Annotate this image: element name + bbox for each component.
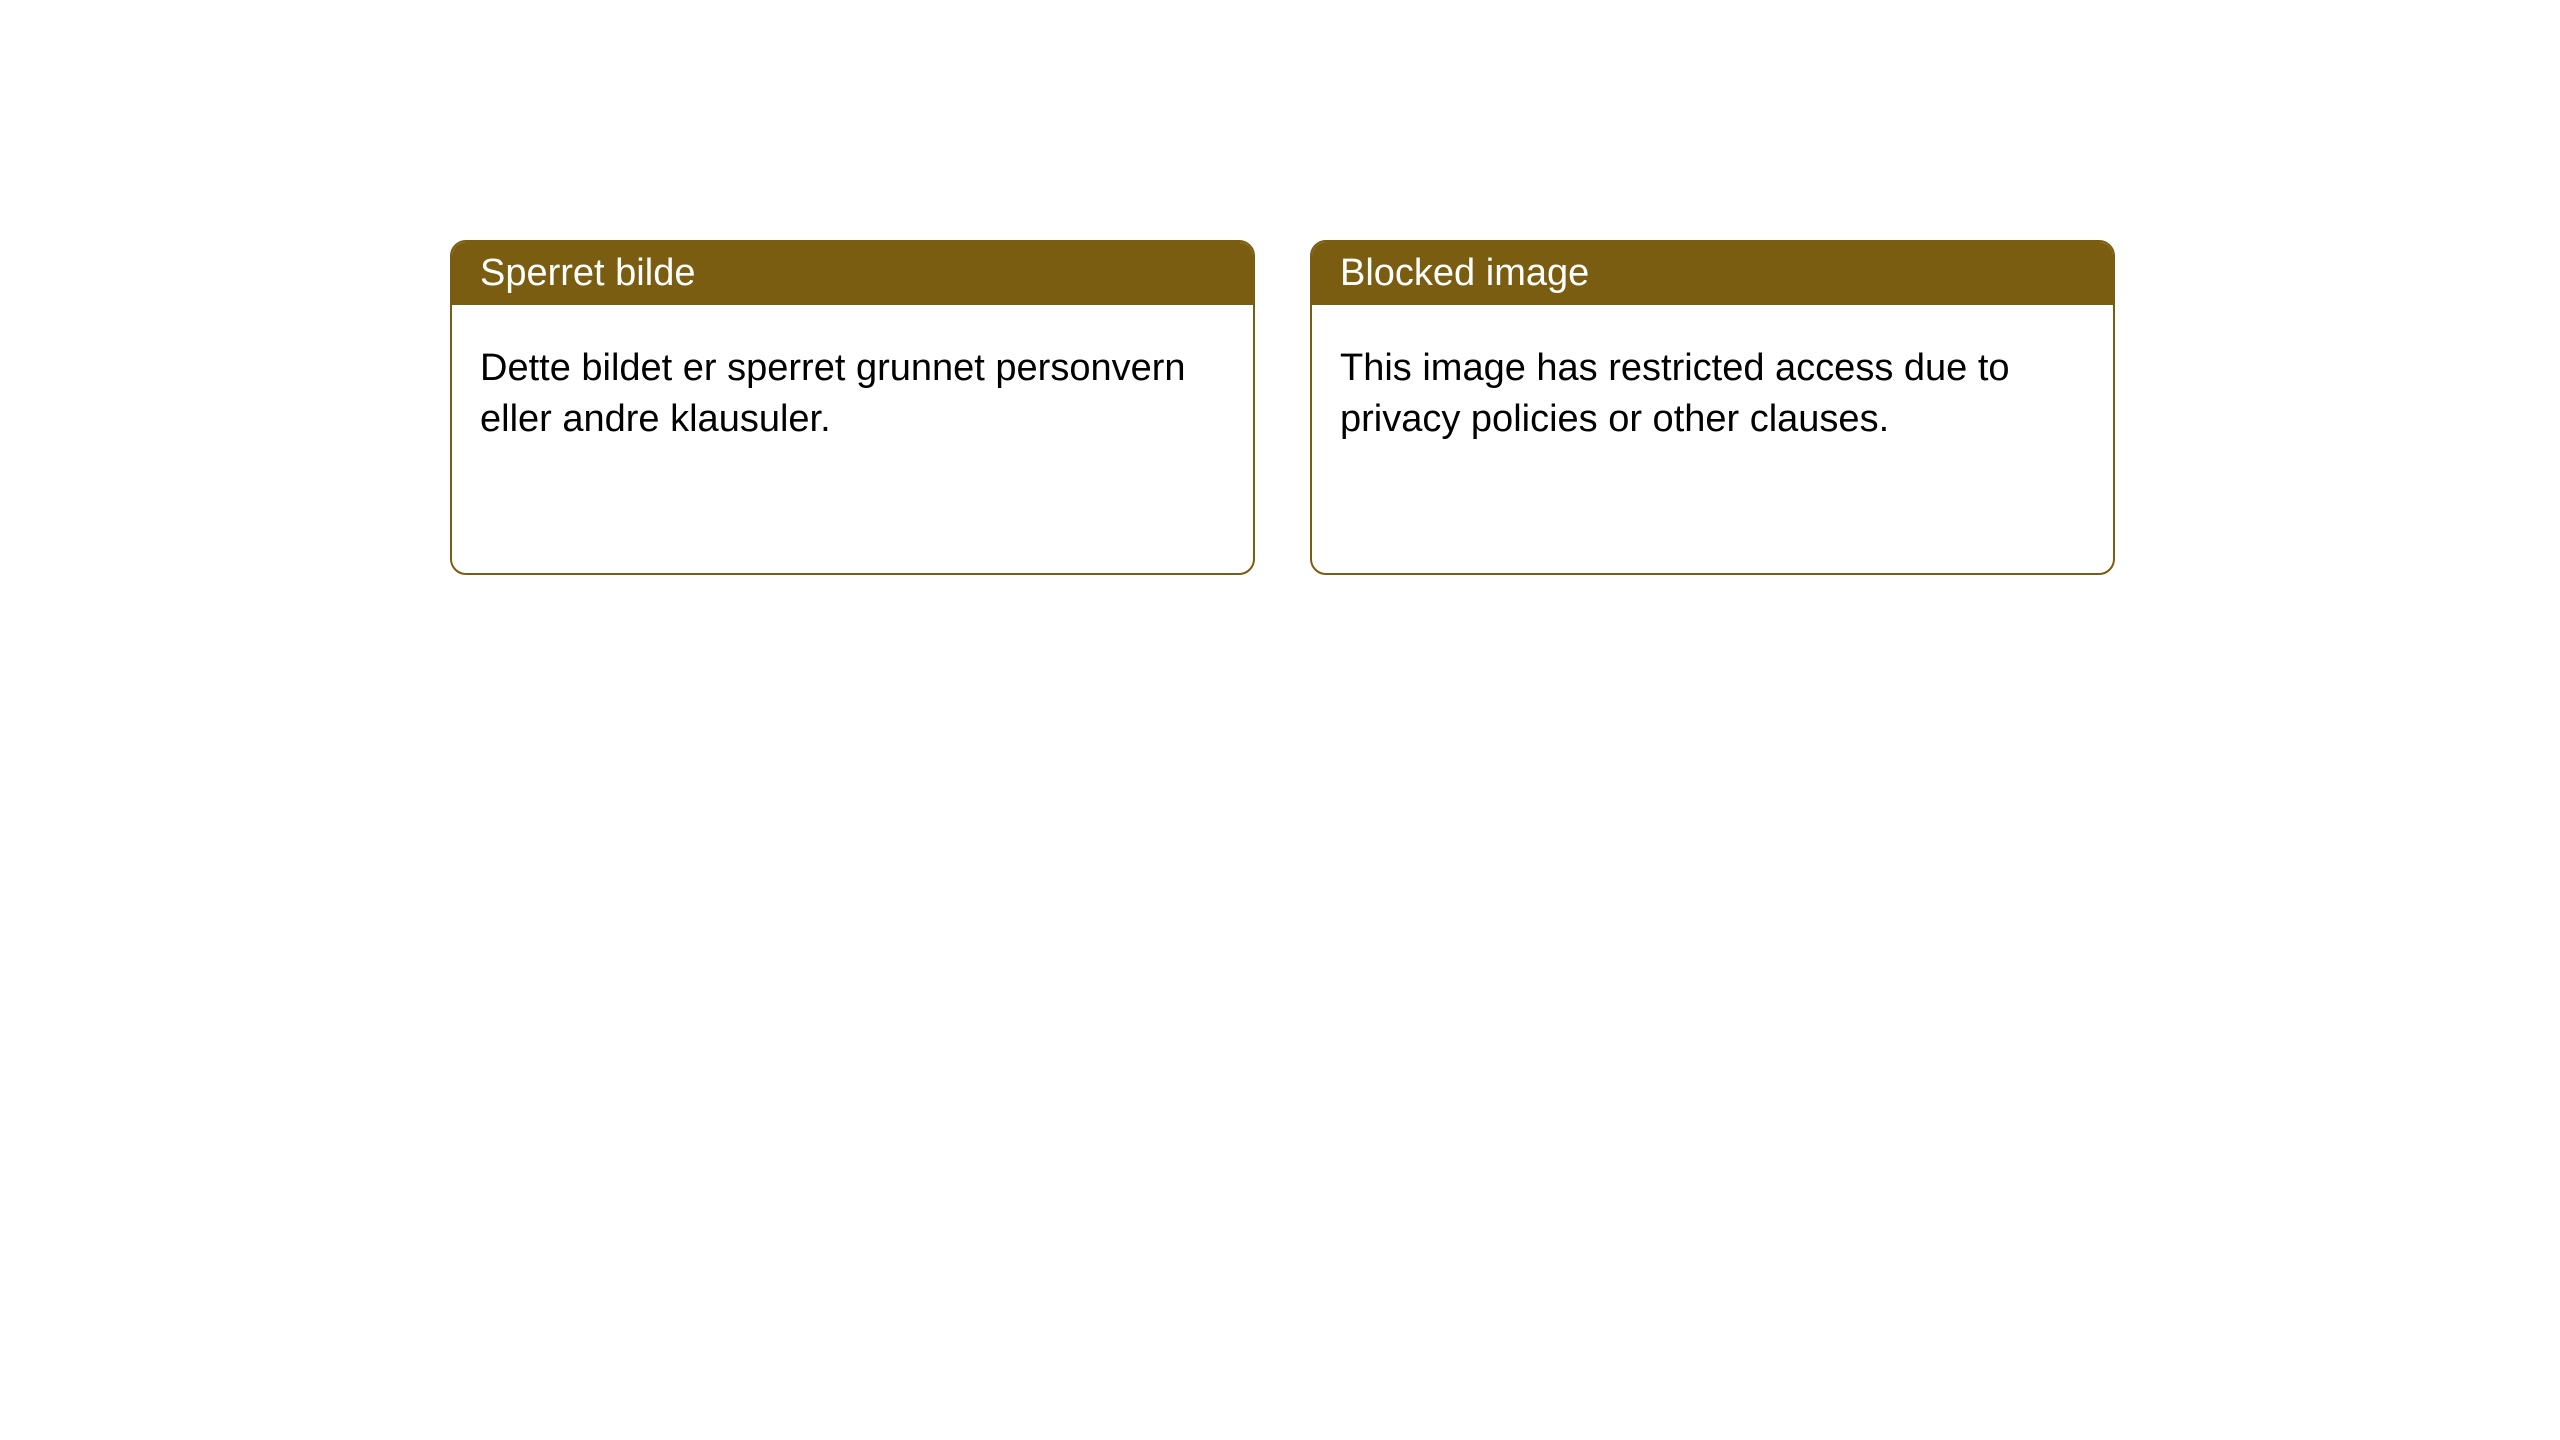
notice-title: Blocked image — [1312, 242, 2113, 305]
notice-body-text: Dette bildet er sperret grunnet personve… — [452, 305, 1253, 573]
notice-card-norwegian: Sperret bilde Dette bildet er sperret gr… — [450, 240, 1255, 575]
notice-title: Sperret bilde — [452, 242, 1253, 305]
notice-container: Sperret bilde Dette bildet er sperret gr… — [0, 0, 2560, 575]
notice-card-english: Blocked image This image has restricted … — [1310, 240, 2115, 575]
notice-body-text: This image has restricted access due to … — [1312, 305, 2113, 573]
